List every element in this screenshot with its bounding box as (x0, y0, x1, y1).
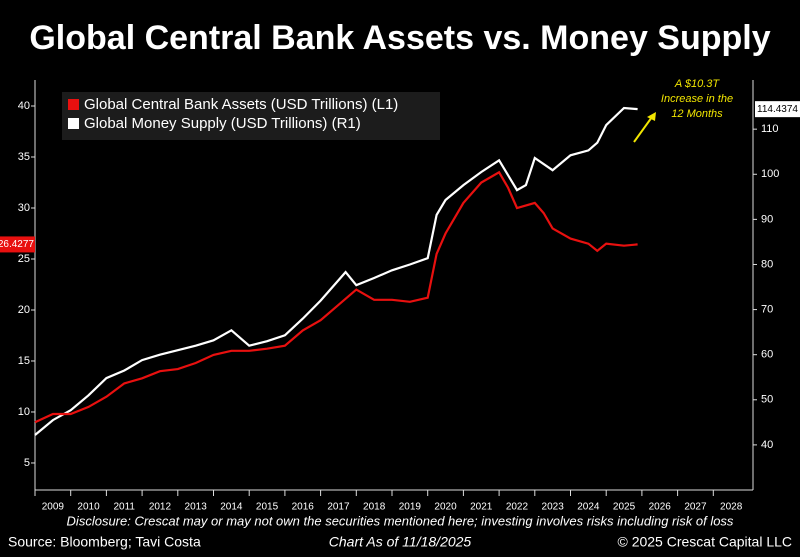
y2-tick-label: 60 (761, 349, 773, 361)
last-value-box (0, 236, 35, 253)
y-tick-label: 35 (18, 151, 30, 163)
last-value-label: 114.4374 (757, 104, 798, 115)
y2-tick-label: 100 (761, 168, 779, 180)
y-tick-label: 40 (18, 100, 30, 112)
x-tick-label: 2012 (149, 502, 172, 513)
annotation-arrow (633, 116, 653, 143)
y-tick-label: 5 (24, 457, 30, 469)
x-tick-label: 2015 (256, 502, 279, 513)
legend-label: Global Money Supply (USD Trillions) (R1) (84, 115, 361, 132)
x-tick-label: 2014 (220, 502, 243, 513)
annotation: A $10.3T Increase in the 12 Months (633, 78, 733, 143)
series-line (34, 170, 638, 424)
legend-swatch (68, 99, 79, 110)
legend-label: Global Central Bank Assets (USD Trillion… (84, 96, 398, 113)
y-tick-label: 25 (18, 253, 30, 265)
y2-tick-label: 80 (761, 258, 773, 270)
x-tick-label: 2016 (292, 502, 315, 513)
x-tick-label: 2020 (434, 502, 457, 513)
y-tick-label: 30 (18, 202, 30, 214)
x-tick-label: 2013 (185, 502, 208, 513)
y2-tick-label: 50 (761, 394, 773, 406)
x-tick-label: 2021 (470, 502, 493, 513)
last-value-box (755, 101, 800, 118)
y2-tick-label: 110 (761, 123, 779, 135)
source: Source: Bloomberg; Tavi Costa (8, 534, 201, 550)
legend-box (62, 92, 440, 140)
x-tick-label: 2017 (327, 502, 350, 513)
x-tick-label: 2023 (542, 502, 565, 513)
x-tick-label: 2011 (113, 502, 135, 513)
y-tick-label: 20 (18, 304, 30, 316)
x-tick-label: 2024 (577, 502, 600, 513)
y2-tick-label: 90 (761, 213, 773, 225)
legend-swatch (68, 118, 79, 129)
x-tick-label: 2027 (684, 502, 707, 513)
annotation-text: A $10.3T Increase in the 12 Months (661, 78, 733, 120)
x-tick-label: 2028 (720, 502, 743, 513)
last-value-label: 26.4277 (0, 239, 34, 250)
chart-as-of: Chart As of 11/18/2025 (329, 534, 472, 550)
disclosure: Disclosure: Crescat may or may not own t… (67, 513, 734, 528)
chart-title: Global Central Bank Assets vs. Money Sup… (29, 19, 770, 57)
x-tick-label: 2018 (363, 502, 386, 513)
x-tick-label: 2025 (613, 502, 636, 513)
x-tick-label: 2022 (506, 502, 529, 513)
y2-tick-label: 40 (761, 439, 773, 451)
y-tick-label: 10 (18, 406, 30, 418)
x-tick-label: 2019 (399, 502, 422, 513)
x-tick-label: 2010 (77, 502, 100, 513)
copyright: © 2025 Crescat Capital LLC (617, 534, 792, 550)
x-tick-label: 2009 (42, 502, 65, 513)
series-line (34, 106, 638, 436)
y-tick-label: 15 (18, 355, 30, 367)
annotation-arrowhead (647, 112, 656, 121)
x-tick-label: 2026 (649, 502, 672, 513)
y2-tick-label: 70 (761, 303, 773, 315)
